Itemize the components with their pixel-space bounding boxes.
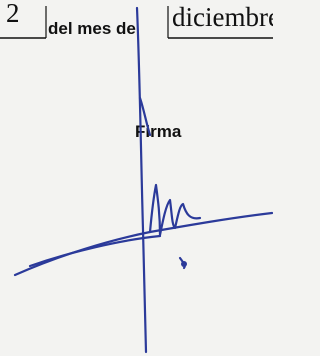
connector-text: del mes de xyxy=(48,19,136,38)
day-value: 2 xyxy=(6,0,20,28)
month-value: diciembre xyxy=(172,2,273,32)
page: 2 del mes de diciembre Firma (() => { co… xyxy=(0,0,273,356)
signature-label: Firma xyxy=(135,122,182,141)
document: 2 del mes de diciembre Firma xyxy=(0,0,273,356)
signature-dot xyxy=(181,261,187,267)
paper xyxy=(0,0,273,356)
